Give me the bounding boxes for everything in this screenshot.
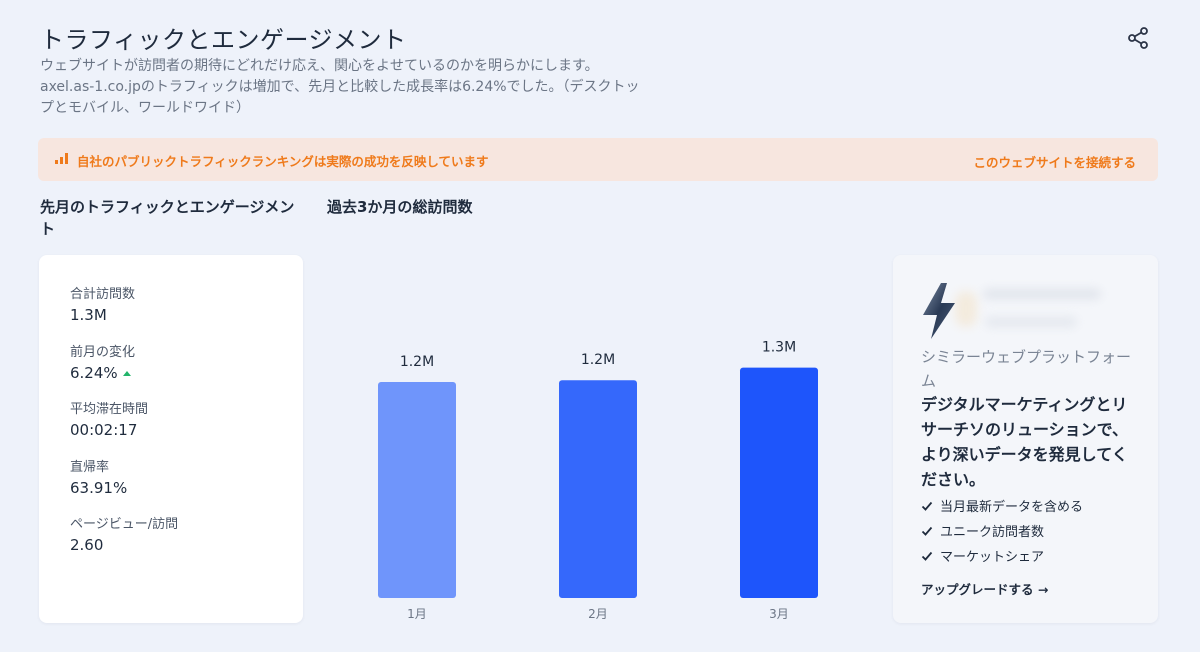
trend-up-icon bbox=[122, 371, 131, 376]
bar-data-label: 1.2M bbox=[581, 352, 615, 368]
connect-website-link[interactable]: このウェブサイトを接続する bbox=[973, 155, 1136, 170]
stat-label: ページビュー/訪問 bbox=[70, 517, 179, 532]
visits-bar-chart: 1.2M 1月 1.2M 2月 1.3M 3月 bbox=[378, 340, 818, 621]
chart-bar[interactable] bbox=[559, 380, 637, 598]
last-month-section-title: 先月のトラフィックとエンゲージメント bbox=[40, 198, 295, 238]
list-item: マーケットシェア bbox=[921, 543, 1083, 568]
feature-label: マーケットシェア bbox=[940, 550, 1045, 565]
stat-value: 1.3M bbox=[70, 306, 107, 324]
blurred-decoration bbox=[983, 289, 1101, 299]
ranking-banner: 自社のパブリックトラフィックランキングは実際の成功を反映しています このウェブサ… bbox=[38, 138, 1158, 181]
chart-bar[interactable] bbox=[378, 382, 456, 598]
upgrade-promo-card: シミラーウェブプラットフォーム デジタルマーケティングとリサーチソのリューション… bbox=[893, 255, 1158, 623]
stat-pages-per-visit: ページビュー/訪問 2.60 bbox=[70, 513, 178, 554]
bar-data-label: 1.3M bbox=[762, 340, 796, 356]
x-tick-label: 3月 bbox=[769, 607, 789, 621]
x-tick-label: 1月 bbox=[407, 607, 427, 621]
feature-label: ユニーク訪問者数 bbox=[940, 525, 1045, 540]
stat-value: 6.24% bbox=[70, 364, 118, 382]
blurred-decoration bbox=[955, 291, 977, 327]
share-icon[interactable] bbox=[1126, 26, 1150, 50]
banner-text: 自社のパブリックトラフィックランキングは実際の成功を反映しています bbox=[77, 154, 489, 169]
page-title: トラフィックとエンゲージメント bbox=[40, 26, 407, 54]
stat-avg-duration: 平均滞在時間 00:02:17 bbox=[70, 398, 148, 439]
checkmark-icon bbox=[921, 501, 933, 511]
three-month-section-title: 過去3か月の総訪問数 bbox=[327, 198, 473, 216]
stat-label: 合計訪問数 bbox=[70, 287, 136, 302]
lightning-bolt-icon bbox=[923, 283, 955, 339]
checkmark-icon bbox=[921, 526, 933, 536]
page-description: ウェブサイトが訪問者の期待にどれだけ応え、関心をよせているのかを明らかにします。… bbox=[40, 58, 640, 116]
x-tick-label: 2月 bbox=[588, 607, 608, 621]
stat-value: 2.60 bbox=[70, 536, 104, 554]
stat-label: 前月の変化 bbox=[70, 345, 136, 360]
bar-data-label: 1.2M bbox=[400, 354, 434, 370]
promo-feature-list: 当月最新データを含める ユニーク訪問者数 マーケットシェア bbox=[921, 493, 1083, 568]
stat-monthly-change: 前月の変化 6.24% bbox=[70, 341, 135, 382]
stat-value: 00:02:17 bbox=[70, 421, 138, 439]
list-item: 当月最新データを含める bbox=[921, 493, 1083, 518]
chart-bar[interactable] bbox=[740, 367, 818, 598]
feature-label: 当月最新データを含める bbox=[940, 500, 1084, 515]
stat-label: 直帰率 bbox=[70, 460, 110, 475]
stat-value-row: 6.24% bbox=[70, 364, 135, 382]
list-item: ユニーク訪問者数 bbox=[921, 518, 1083, 543]
checkmark-icon bbox=[921, 551, 933, 561]
stat-value: 63.91% bbox=[70, 479, 128, 497]
blurred-decoration bbox=[985, 317, 1077, 327]
bar-chart-icon bbox=[55, 153, 68, 164]
promo-headline: デジタルマーケティングとリサーチソのリューションで、より深いデータを発見してくだ… bbox=[921, 395, 1129, 489]
stat-total-visits: 合計訪問数 1.3M bbox=[70, 283, 135, 324]
promo-subtitle: シミラーウェブプラットフォーム bbox=[921, 348, 1132, 390]
upgrade-link[interactable]: アップグレードする → bbox=[921, 582, 1049, 597]
stat-bounce-rate: 直帰率 63.91% bbox=[70, 456, 127, 497]
stat-label: 平均滞在時間 bbox=[70, 402, 149, 417]
stats-card: 合計訪問数 1.3M 前月の変化 6.24% 平均滞在時間 00:02:17 直… bbox=[39, 255, 303, 623]
